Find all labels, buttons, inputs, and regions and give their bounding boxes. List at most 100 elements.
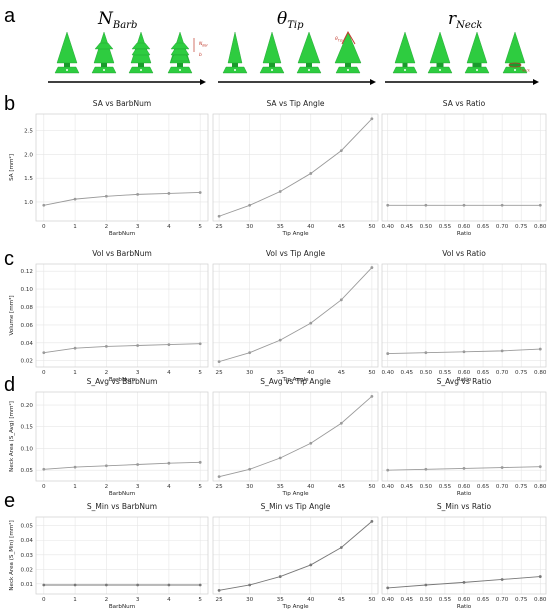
x-tick-label: 0 [42,484,46,490]
data-point [136,583,140,587]
chart-e-2: S_Min vs Tip Angle 25 30 35 40 45 50 Tip Angle [212,502,379,610]
chart-title: S_Avg vs BarbNum [87,377,158,386]
group-label-rneck: rNeck [448,9,482,31]
x-axis-label: Ratio [457,231,472,237]
data-point [386,203,390,207]
y-tick-label: 0.05 [21,524,34,530]
group-label-thetatip: θTip [277,9,304,31]
plot-frame [35,113,209,222]
data-point [167,461,171,465]
plot-frame [381,516,547,595]
data-point [42,351,46,355]
x-tick-label: 5 [198,370,202,376]
x-tick-label: 0 [42,370,46,376]
x-tick-label: 0.45 [401,370,414,376]
r-neck-marker [508,62,522,68]
data-point [538,203,542,207]
x-axis-label: Ratio [457,491,472,497]
plot-frame [35,263,209,368]
data-point [309,172,313,175]
series-line [219,396,373,478]
spike-icon [464,31,490,74]
data-point [198,460,202,464]
x-tick-label: 0.55 [439,484,452,490]
x-tick-label: 0.65 [477,224,490,230]
x-tick-label: 1 [73,597,77,603]
y-tick-label: 2.0 [24,152,33,158]
data-point [217,588,221,592]
plot-frame [212,113,379,222]
spike-icon [222,31,248,74]
data-point [73,346,77,350]
data-point [248,351,252,355]
spike-icon [259,31,285,74]
spike-icon [296,31,322,74]
x-tick-label: 25 [216,224,224,230]
chart-title: S_Min vs Ratio [437,502,492,511]
x-tick-label: 0.70 [496,597,509,603]
theta-tip-annotation: θTip [335,36,343,43]
plot-frame [212,516,379,595]
y-tick-label: 0.10 [21,446,34,452]
x-tick-label: 40 [307,370,315,376]
x-tick-label: 0.60 [458,484,471,490]
x-tick-label: 40 [307,484,315,490]
plot-frame [381,113,547,222]
data-point [500,466,504,469]
data-point [217,214,221,218]
chart-title: SA vs BarbNum [93,99,151,108]
x-tick-label: 30 [246,224,254,230]
x-tick-label: 0.80 [534,484,547,490]
x-tick-label: 45 [338,224,346,230]
data-point [198,342,202,346]
y-tick-label: 0.20 [21,403,34,409]
x-tick-label: 0.55 [439,370,452,376]
y-tick-label: 1.0 [24,200,33,206]
data-point [309,441,313,445]
chart-d-2: S_Avg vs Tip Angle 25 30 35 40 45 50 Tip Angle [212,377,379,497]
data-point [248,467,252,471]
x-tick-label: 1 [73,484,77,490]
data-point [424,203,428,207]
series-line [218,118,373,217]
plot-frame [212,391,379,482]
plot-frame [381,263,547,368]
x-axis-label: BarbNum [109,377,135,383]
x-tick-label: 4 [167,224,171,230]
y-axis-label: SA [mm²] [8,154,15,181]
data-point [500,349,504,353]
x-tick-label: 0.65 [477,370,490,376]
x-axis-label: Tip Angle [281,491,309,497]
x-tick-label: 50 [368,597,376,603]
y-tick-label: 0.15 [21,425,34,431]
x-tick-label: 50 [368,370,376,376]
data-point [309,563,313,567]
x-tick-label: 4 [167,370,171,376]
n-bar-annotation: NBar [199,41,209,48]
x-tick-label: 0.40 [381,370,394,376]
x-tick-label: 25 [216,370,224,376]
data-point [217,360,221,364]
x-axis-label: Ratio [457,604,472,610]
chart-c-3: Vol vs Ratio 0.40 0.45 0.50 0.55 0.60 0.65 0.70… [381,249,546,383]
spike-icon [54,31,80,74]
data-point [339,149,343,153]
data-point [462,467,466,470]
data-point [42,203,46,207]
data-point [73,197,77,201]
x-tick-label: 4 [167,597,171,603]
chart-b-1: SA vs BarbNum 0 1 2 3 4 5 1.0 1.5 2.0 2.5 BarbNum SA… [8,99,209,237]
x-axis-label: Tip Angle [281,377,309,383]
x-tick-label: 0.75 [515,484,528,490]
plot-frame [381,391,547,482]
y-axis-label: Neck Area (S_Avg) [mm²] [8,401,15,472]
x-axis-label: Ratio [457,377,472,383]
data-point [462,350,466,354]
x-tick-label: 3 [136,597,140,603]
x-axis-label: BarbNum [109,604,135,610]
plot-frame [35,516,209,595]
x-tick-label: 45 [338,370,346,376]
data-point [339,546,343,549]
row-letter-d: d [4,374,15,396]
data-point [73,583,77,587]
